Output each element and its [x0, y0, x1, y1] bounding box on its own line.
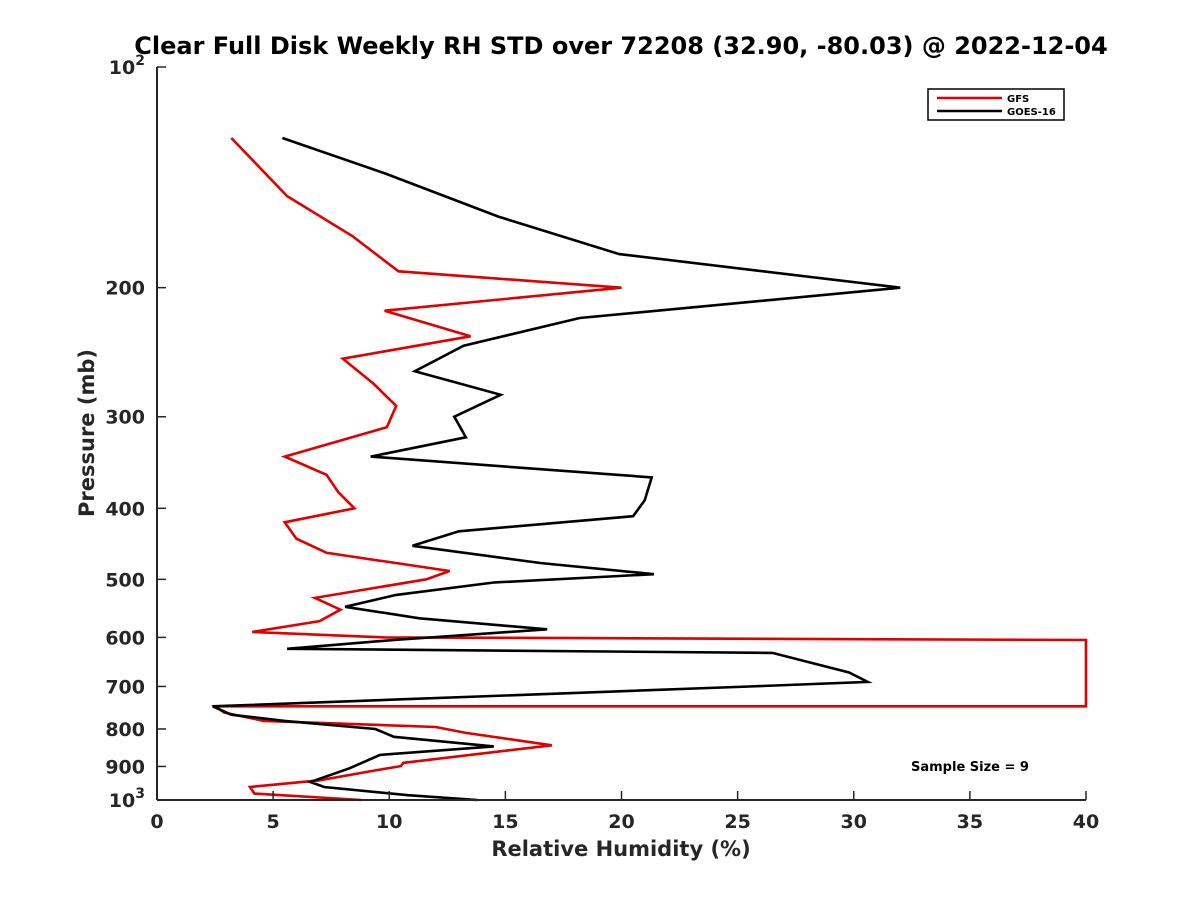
sample-size-annotation: Sample Size = 9 — [911, 760, 1029, 775]
legend-box — [927, 88, 1065, 121]
y-tick-label: 600 — [105, 627, 145, 649]
y-tick-label: 400 — [105, 498, 145, 520]
y-axis-label: Pressure (mb) — [75, 349, 99, 517]
chart-title: Clear Full Disk Weekly RH STD over 72208… — [134, 32, 1107, 60]
legend-label-gfs: GFS — [1007, 94, 1029, 105]
x-tick-label: 30 — [841, 811, 867, 833]
y-tick-label: 800 — [105, 719, 145, 741]
plot-area: 0 5 10 15 20 25 30 35 40 102 200 300 400 500 600 700 80… — [105, 53, 1099, 833]
x-axis-label: Relative Humidity (%) — [491, 837, 750, 861]
series-line-goes-16 — [212, 136, 901, 802]
y-tick-label: 700 — [105, 676, 145, 698]
y-ticks: 102 200 300 400 500 600 700 800 900 103 — [105, 53, 166, 812]
legend-label-goes16: GOES-16 — [1007, 107, 1056, 118]
x-tick-label: 20 — [608, 811, 634, 833]
y-tick-label: 500 — [105, 569, 145, 591]
x-tick-label: 35 — [957, 811, 983, 833]
y-tick-label: 103 — [109, 786, 145, 812]
x-ticks: 0 5 10 15 20 25 30 35 40 — [150, 791, 1099, 833]
x-tick-label: 25 — [724, 811, 750, 833]
legend: GFS GOES-16 — [927, 88, 1065, 121]
plot-background — [157, 67, 1086, 800]
x-tick-label: 0 — [150, 811, 163, 833]
x-tick-label: 5 — [267, 811, 280, 833]
x-tick-label: 15 — [492, 811, 518, 833]
y-tick-label: 900 — [105, 756, 145, 778]
y-tick-label: 102 — [109, 53, 145, 79]
series-line-gfs — [210, 137, 1088, 802]
x-tick-label: 10 — [376, 811, 402, 833]
y-tick-label: 200 — [105, 278, 145, 300]
series-layer — [210, 136, 1088, 802]
y-tick-label: 300 — [105, 407, 145, 429]
x-tick-label: 40 — [1073, 811, 1099, 833]
